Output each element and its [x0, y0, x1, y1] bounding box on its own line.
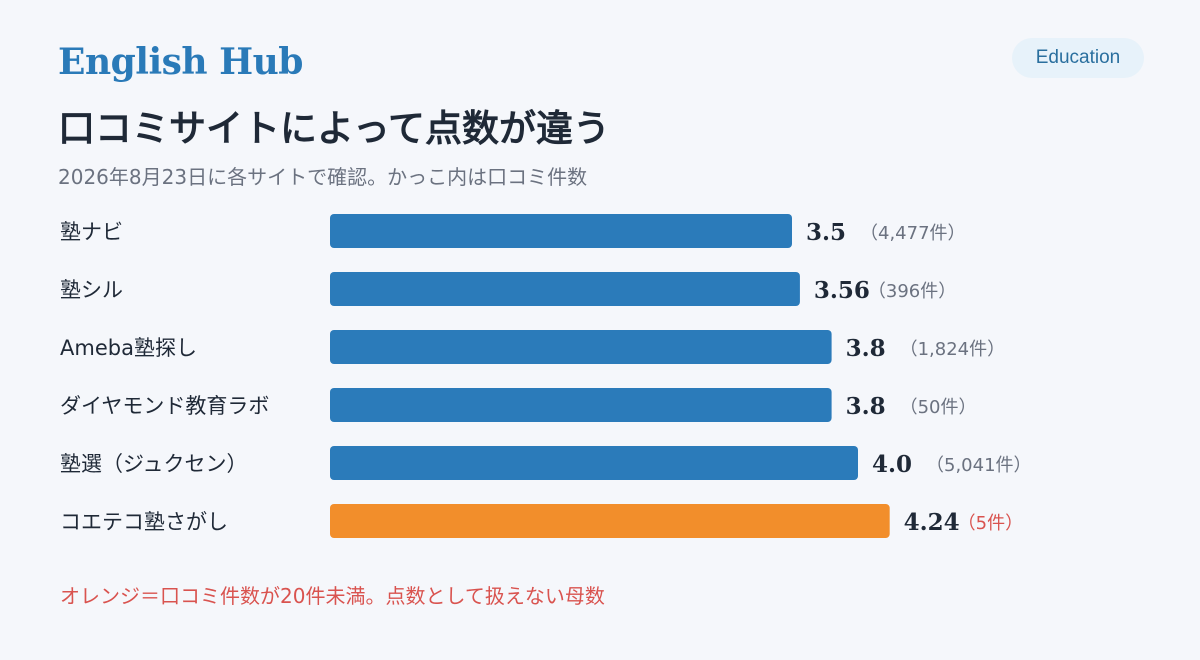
bar-low-sample	[330, 504, 890, 538]
bar-chart: 塾ナビ 3.5 （4,477件） 塾シル 3.56（396件） Ameba塾探し 3.8 （1…	[60, 214, 1032, 538]
count-label: （50件）	[900, 397, 977, 418]
category-label: 塾ナビ	[60, 220, 123, 244]
count-label: （5件）	[958, 513, 1023, 534]
category-label: 塾シル	[60, 278, 123, 302]
count-label: （396件）	[868, 281, 956, 302]
category-badge: Education	[1012, 38, 1144, 78]
category-label: ダイヤモンド教育ラボ	[60, 394, 269, 418]
bar	[330, 388, 832, 422]
category-label: 塾選（ジュクセン）	[60, 452, 248, 476]
count-label: （4,477件）	[860, 223, 966, 244]
category-label: Ameba塾探し	[60, 336, 197, 360]
value-label: 3.56	[814, 277, 870, 304]
value-label: 3.8	[846, 393, 886, 420]
bar	[330, 214, 792, 248]
chart-subtitle: 2026年8月23日に各サイトで確認。かっこ内は口コミ件数	[58, 165, 588, 189]
chart-title: 口コミサイトによって点数が違う	[58, 106, 611, 150]
bar	[330, 272, 800, 306]
brand-logo: English Hub	[58, 41, 303, 83]
value-label: 4.0	[872, 451, 912, 478]
value-label: 3.5	[806, 219, 846, 246]
bar	[330, 446, 858, 480]
bar	[330, 330, 832, 364]
category-label: コエテコ塾さがし	[60, 510, 228, 534]
count-label: （1,824件）	[900, 339, 1006, 360]
chart-footnote: オレンジ＝口コミ件数が20件未満。点数として扱えない母数	[60, 584, 605, 608]
count-label: （5,041件）	[926, 455, 1032, 476]
value-label: 4.24	[904, 509, 960, 536]
value-label: 3.8	[846, 335, 886, 362]
